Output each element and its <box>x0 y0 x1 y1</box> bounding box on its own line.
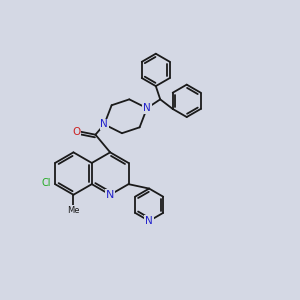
Text: Cl: Cl <box>41 178 51 188</box>
Text: N: N <box>100 119 108 129</box>
Text: N: N <box>143 103 151 113</box>
Text: N: N <box>106 190 114 200</box>
Text: N: N <box>145 216 153 226</box>
Text: Me: Me <box>67 206 80 214</box>
Text: O: O <box>72 127 80 137</box>
